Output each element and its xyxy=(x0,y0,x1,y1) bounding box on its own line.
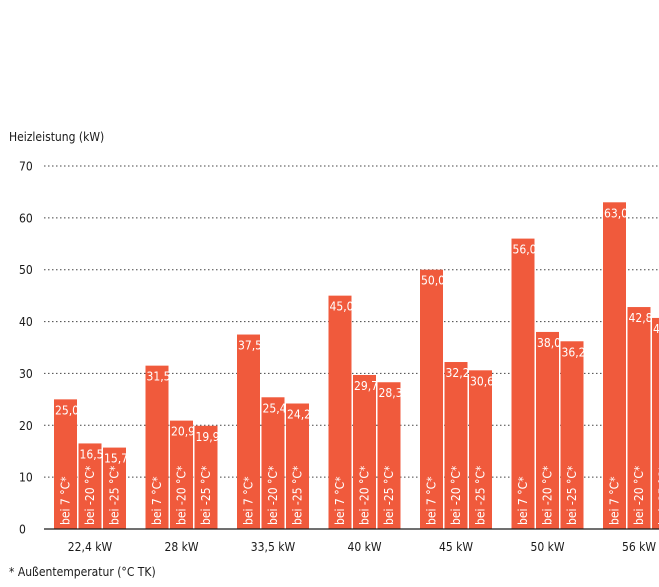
series-label: bei 7 °C* xyxy=(59,476,73,525)
series-label: bei 7 °C* xyxy=(608,476,622,525)
series-label: bei -20 °C* xyxy=(632,465,646,525)
bar-value-label: 37,5 xyxy=(238,339,262,353)
bar-value-label: 38,0 xyxy=(537,336,561,350)
series-label: bei -20 °C* xyxy=(83,465,97,525)
bar-value-label: 36,2 xyxy=(562,345,586,359)
bar-group: 50,0 bei 7 °C* 32,2 bei -20 °C* 30,6 bei -25 … xyxy=(420,270,494,529)
series-label: bei -20 °C* xyxy=(266,465,280,525)
bar-value-label: 30,6 xyxy=(470,374,494,388)
y-tick-label: 70 xyxy=(19,160,33,174)
series-label: bei 7 °C* xyxy=(516,476,530,525)
series-label: bei 7 °C* xyxy=(425,476,439,525)
x-tick-label: 28 kW xyxy=(164,540,198,554)
x-tick-label: 50 kW xyxy=(530,540,564,554)
bar-group: 31,5 bei 7 °C* 20,9 bei -20 °C* 19,9 bei -25 … xyxy=(146,366,220,529)
y-tick-label: 30 xyxy=(19,367,33,381)
x-tick-label: 22,4 kW xyxy=(68,540,113,554)
series-label: bei 7 °C* xyxy=(150,476,164,525)
bar-group: 45,0 bei 7 °C* 29,7 bei -20 °C* 28,3 bei -25 … xyxy=(329,296,403,529)
bar-value-label: 15,7 xyxy=(104,452,128,466)
bar-value-label: 32,2 xyxy=(446,366,470,380)
bar-value-label: 45,0 xyxy=(330,300,354,314)
bar-value-label: 25,4 xyxy=(263,401,287,415)
bar-value-label: 16,5 xyxy=(80,447,104,461)
footnote: * Außentemperatur (°C TK) xyxy=(9,565,156,579)
bar-value-label: 56,0 xyxy=(513,243,537,257)
series-label: bei -20 °C* xyxy=(449,465,463,525)
bar-value-label: 63,0 xyxy=(604,206,628,220)
bar-group: 37,5 bei 7 °C* 25,4 bei -20 °C* 24,2 bei -25 … xyxy=(237,335,311,529)
series-label: bei -20 °C* xyxy=(358,465,372,525)
series-label: bei -20 °C* xyxy=(175,465,189,525)
series-label: bei -25 °C* xyxy=(382,465,396,525)
x-tick-label: 56 kW xyxy=(622,540,656,554)
x-axis-ticks: 22,4 kW 28 kW 33,5 kW 40 kW 45 kW 50 kW 56 kW xyxy=(68,540,657,554)
y-tick-label: 50 xyxy=(19,263,33,277)
bar-value-label: 40,7 xyxy=(653,322,659,336)
series-label: bei -25 °C* xyxy=(108,465,122,525)
bar-value-label: 42,8 xyxy=(629,311,653,325)
y-axis-label: Heizleistung (kW) xyxy=(9,130,104,144)
y-tick-label: 40 xyxy=(19,315,33,329)
bar-value-label: 19,9 xyxy=(196,430,220,444)
bar-value-label: 25,0 xyxy=(55,403,79,417)
y-tick-label: 20 xyxy=(19,419,33,433)
y-axis-ticks: 0 10 20 30 40 50 60 70 xyxy=(19,160,33,537)
x-tick-label: 45 kW xyxy=(439,540,473,554)
bar-group: 56,0 bei 7 °C* 38,0 bei -20 °C* 36,2 bei -25 … xyxy=(512,239,586,529)
y-tick-label: 60 xyxy=(19,211,33,225)
series-label: bei 7 °C* xyxy=(242,476,256,525)
bar-value-label: 28,3 xyxy=(379,386,403,400)
y-tick-label: 0 xyxy=(19,523,26,537)
series-label: bei 7 °C* xyxy=(333,476,347,525)
series-label: bei -25 °C* xyxy=(291,465,305,525)
bar-value-label: 24,2 xyxy=(287,408,311,422)
series-label: bei -20 °C* xyxy=(541,465,555,525)
bar-value-label: 31,5 xyxy=(147,370,171,384)
series-label: bei -25 °C* xyxy=(474,465,488,525)
bar-value-label: 50,0 xyxy=(421,274,445,288)
x-tick-label: 40 kW xyxy=(347,540,381,554)
series-label: bei -25 °C* xyxy=(565,465,579,525)
bar-value-label: 20,9 xyxy=(171,425,195,439)
series-label: bei -25 °C* xyxy=(199,465,213,525)
x-tick-label: 33,5 kW xyxy=(251,540,296,554)
bar-value-label: 29,7 xyxy=(354,379,378,393)
y-tick-label: 10 xyxy=(19,471,33,485)
